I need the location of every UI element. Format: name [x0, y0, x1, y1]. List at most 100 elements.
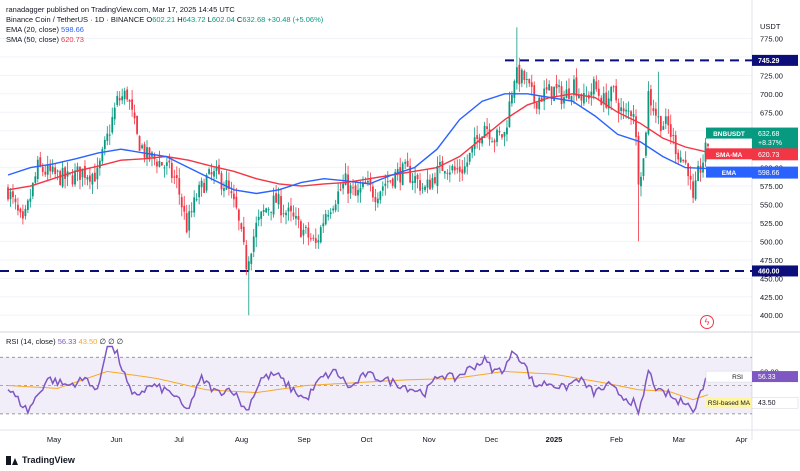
candle-body — [200, 180, 203, 188]
level-tag: 460.00 — [758, 268, 780, 275]
candle-body — [650, 89, 652, 106]
candle-body — [647, 91, 650, 134]
ema-line — [7, 93, 709, 195]
close-value: 632.68 — [242, 15, 266, 24]
candle-body — [699, 165, 702, 173]
candle-body — [98, 160, 101, 169]
rsi-line — [7, 345, 709, 417]
candle-body — [314, 238, 317, 243]
level-lines — [0, 59, 752, 272]
candle-body — [131, 99, 134, 110]
price-tick-label: 425.00 — [760, 293, 783, 302]
candle-body — [175, 175, 178, 178]
candle-body — [74, 170, 76, 185]
candle-body — [481, 136, 484, 144]
candle-body — [682, 159, 685, 162]
tradingview-logo-icon — [6, 455, 18, 465]
candle-body — [61, 167, 64, 187]
candle-body — [640, 176, 642, 187]
candle-body — [123, 90, 126, 100]
candle-body — [637, 135, 640, 185]
candle-body — [664, 116, 667, 124]
rsi-ma-tag-label-bg — [706, 397, 752, 409]
candle-body — [146, 147, 148, 159]
time-axis[interactable]: May Jun Jul Aug Sep Oct Nov Dec 2025 Feb Mar Apr — [47, 435, 748, 444]
candle-body — [21, 211, 24, 219]
candle-body — [163, 167, 166, 169]
bnbusdt-tag-text: 632.68 — [758, 131, 780, 138]
rsi-pane — [0, 345, 752, 417]
rsi-ma-tag-label: RSI-based MA — [708, 400, 751, 407]
candle-body — [218, 164, 220, 174]
change-value: +30.48 (+5.06%) — [267, 15, 324, 24]
candle-body — [116, 95, 119, 105]
candle-body — [672, 135, 675, 137]
candle-body — [307, 227, 310, 238]
price-tick-label: 400.00 — [760, 311, 783, 320]
candle-body — [260, 211, 263, 219]
candle-body — [595, 81, 598, 90]
candle-body — [458, 166, 461, 173]
candle-body — [396, 169, 399, 173]
candle-body — [280, 196, 282, 216]
candle-body — [295, 215, 297, 219]
candle-body — [439, 161, 441, 165]
candle-body — [103, 139, 106, 149]
candle-body — [707, 143, 709, 147]
ema-tag-label: EMA — [722, 170, 737, 177]
candle-body — [553, 86, 555, 101]
time-tick-label: Jun — [110, 435, 122, 444]
candle-body — [240, 223, 243, 230]
rsi-band — [0, 357, 752, 414]
candle-body — [26, 200, 29, 210]
candle-body — [570, 95, 573, 101]
candle-body — [381, 186, 384, 191]
price-tick-label: 500.00 — [760, 237, 783, 246]
candle-body — [652, 108, 655, 112]
candle-body — [545, 87, 548, 90]
candle-body — [429, 179, 431, 190]
candle-body — [267, 209, 270, 211]
candle-body — [493, 140, 496, 143]
sma-legend[interactable]: SMA (50, close) 620.73 — [6, 35, 84, 44]
moving-averages — [7, 93, 709, 195]
ema-legend[interactable]: EMA (20, close) 598.66 — [6, 25, 84, 34]
rsi-legend[interactable]: RSI (14, close) 56.33 43.50 ∅ ∅ ∅ — [6, 337, 123, 346]
time-tick-label: 2025 — [546, 435, 563, 444]
candle-body — [488, 129, 491, 140]
candle-body — [520, 69, 523, 84]
grid — [0, 0, 800, 440]
candle-body — [538, 97, 541, 110]
candle-body — [257, 216, 260, 221]
low-label: L — [207, 15, 212, 24]
level-tag-bg — [752, 54, 798, 66]
sma-tag-text: 620.73 — [758, 152, 780, 159]
candle-body — [379, 191, 382, 200]
candle-body — [339, 189, 342, 191]
price-tick-label: 450.00 — [760, 274, 783, 283]
candle-body — [302, 229, 305, 236]
candle-body — [208, 169, 210, 174]
candle-body — [270, 211, 273, 213]
candle-body — [347, 174, 349, 194]
candle-body — [342, 183, 345, 189]
rsi-ma-tag-bg — [751, 396, 799, 409]
candle-body — [667, 116, 670, 126]
price-axis[interactable]: 400.00 425.00 450.00 475.00 500.00 525.00 550.… — [760, 34, 783, 404]
candle-body — [173, 176, 176, 178]
candle-body — [533, 85, 536, 104]
candle-body — [367, 180, 369, 183]
candle-body — [344, 173, 347, 185]
bolt-icon[interactable]: ϟ — [700, 315, 714, 329]
candle-body — [14, 198, 17, 203]
candle-body — [143, 144, 146, 158]
time-tick-label: Nov — [422, 435, 436, 444]
chart-header: ranadagger published on TradingView.com,… — [6, 5, 235, 14]
candle-body — [297, 216, 300, 220]
candle-body — [610, 86, 613, 102]
ema-tag-label-bg — [706, 166, 752, 178]
candle-body — [515, 67, 518, 84]
candle-body — [317, 240, 320, 243]
candle-body — [486, 126, 488, 130]
